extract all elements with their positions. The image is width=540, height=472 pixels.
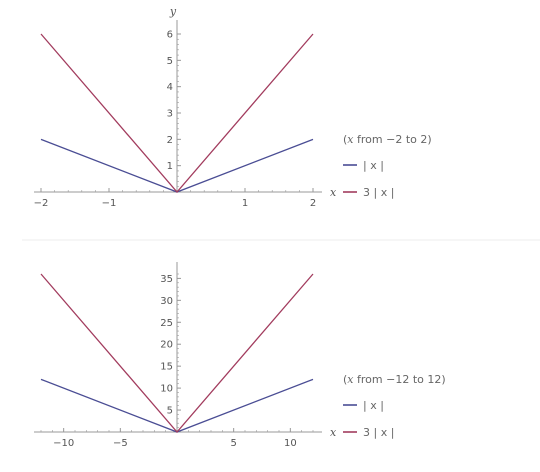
x-tick-label: 5 (230, 438, 236, 449)
y-tick-label: 3 (167, 109, 173, 120)
legend-range-text: (x from −2 to 2) (343, 133, 432, 146)
y-axis-label: y (169, 5, 177, 18)
x-tick-label: 10 (284, 438, 297, 449)
series-line-2 (40, 273, 314, 433)
y-tick-label: 35 (160, 274, 173, 285)
legend-entry-2: 3 | x | (363, 426, 394, 439)
y-tick-label: 20 (160, 340, 173, 351)
x-tick-label: −10 (53, 438, 74, 449)
legend-entry-2: 3 | x | (363, 186, 394, 199)
y-tick-label: 30 (160, 296, 173, 307)
y-tick-label: 15 (160, 362, 173, 373)
y-tick-label: 4 (167, 82, 173, 93)
y-tick-label: 10 (160, 384, 173, 395)
plot-2: −10 −5 5 10 5 10 15 20 25 30 35 x (x from −12 to 12)… (34, 262, 446, 449)
plot-1: −2 −1 1 2 1 2 3 4 5 6 x y (x from −2 to 2) | x | 3 | x… (34, 5, 432, 209)
y-tick-label: 5 (167, 56, 173, 67)
y-tick-label: 2 (167, 135, 173, 146)
x-axis-label: x (330, 426, 337, 439)
x-tick-label: −2 (34, 198, 49, 209)
series-line-2 (40, 33, 314, 193)
y-tick-label: 25 (160, 318, 173, 329)
legend-entry-1: | x | (363, 159, 384, 172)
y-tick-label: 1 (167, 161, 173, 172)
legend-range-text: (x from −12 to 12) (343, 373, 446, 386)
y-tick-label: 5 (167, 406, 173, 417)
legend-entry-1: | x | (363, 399, 384, 412)
x-tick-label: −1 (102, 198, 117, 209)
x-tick-label: 2 (310, 198, 316, 209)
y-tick-label: 6 (167, 30, 173, 41)
x-axis-label: x (330, 186, 337, 199)
x-tick-label: −5 (113, 438, 128, 449)
x-tick-label: 1 (242, 198, 248, 209)
